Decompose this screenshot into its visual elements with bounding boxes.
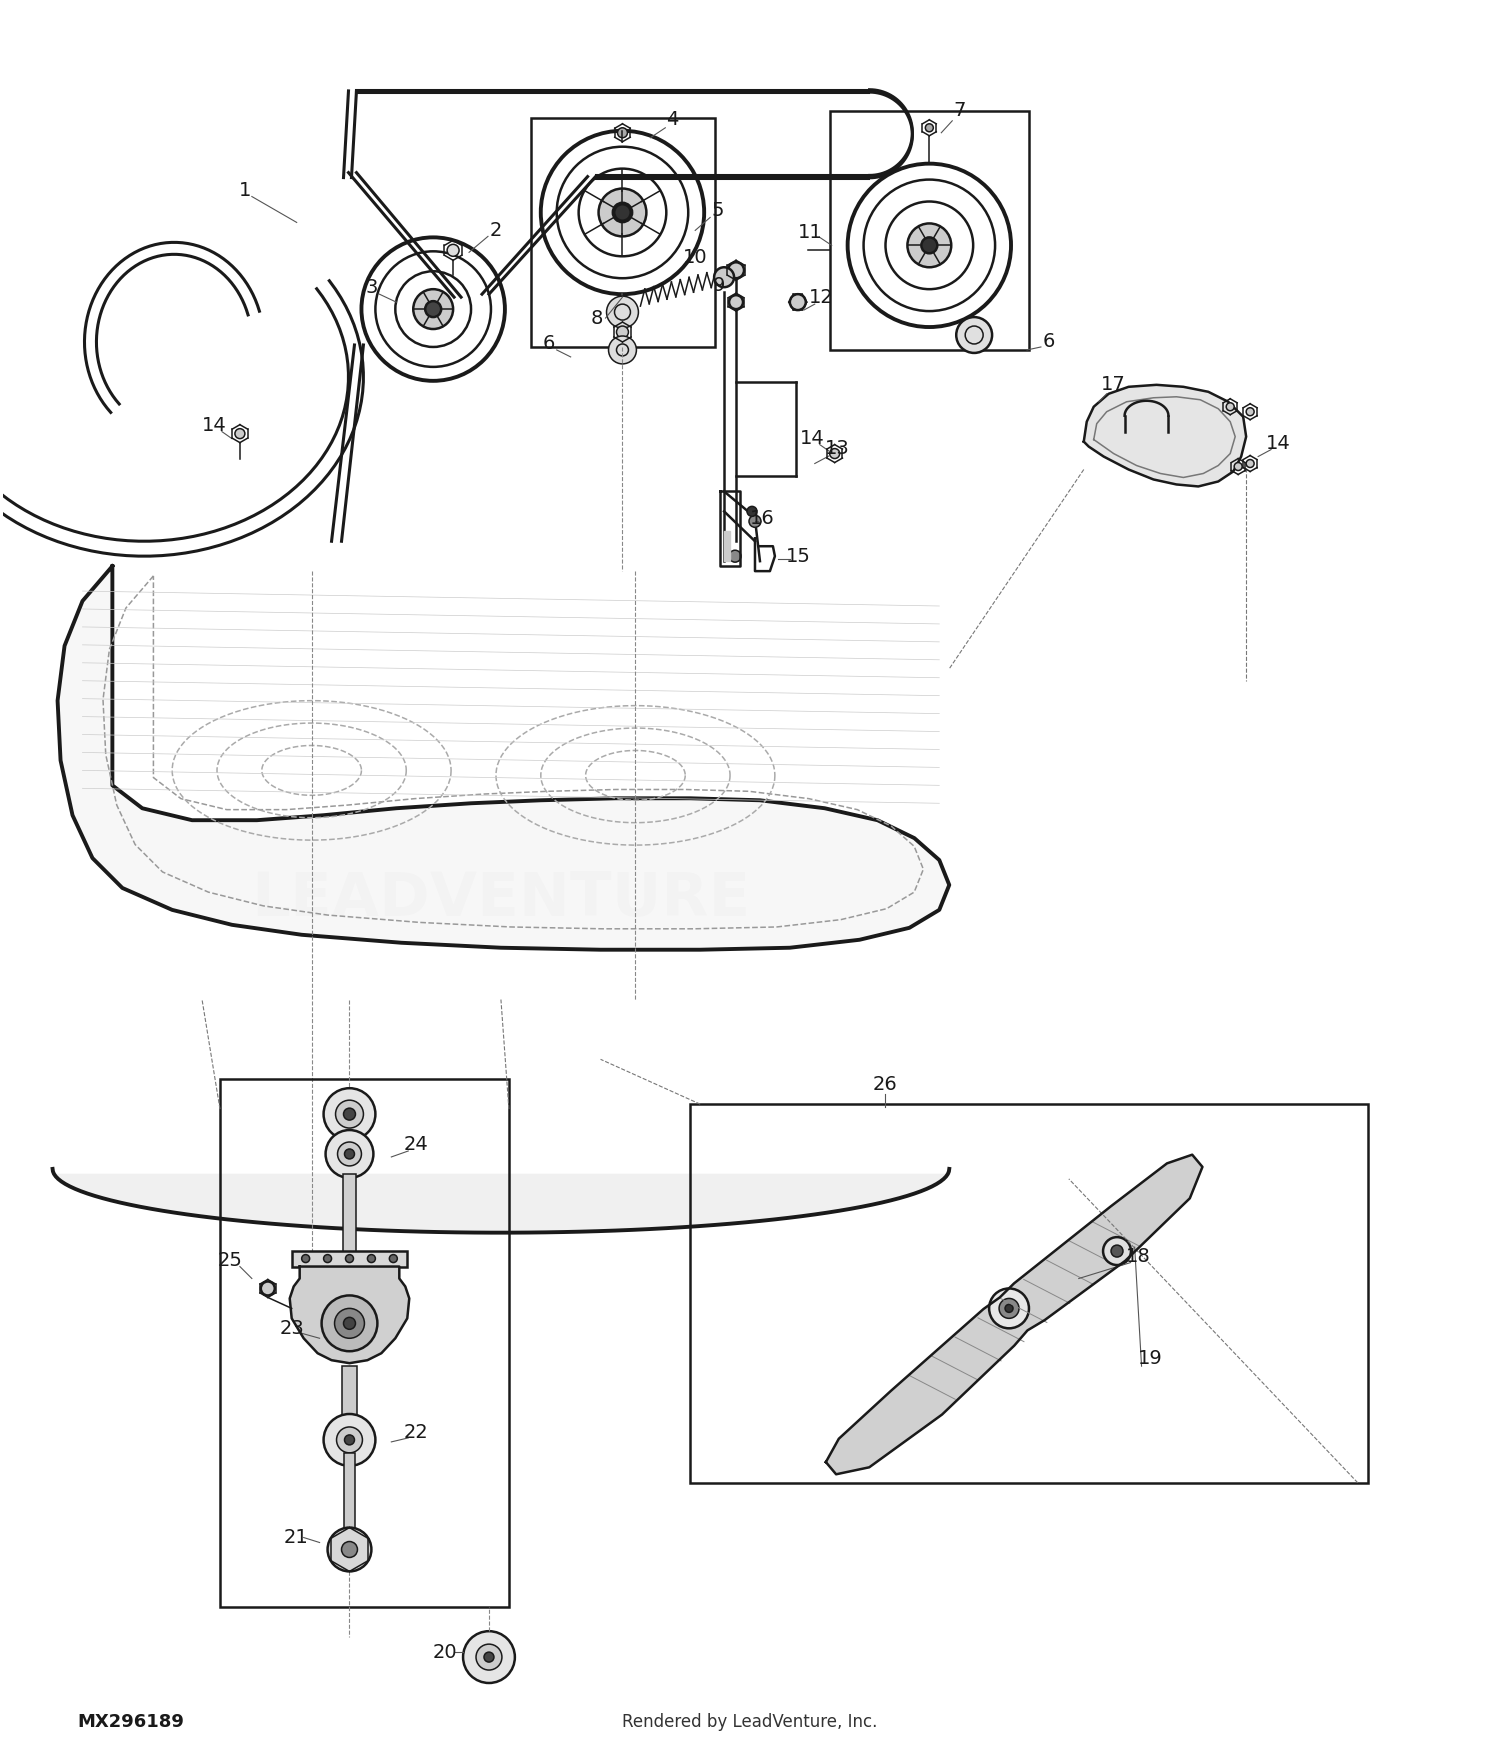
Circle shape	[236, 429, 244, 439]
Text: 11: 11	[798, 222, 822, 242]
Circle shape	[988, 1288, 1029, 1328]
Circle shape	[484, 1652, 494, 1662]
Text: 25: 25	[217, 1251, 243, 1270]
Circle shape	[606, 296, 639, 327]
Bar	[220, 1080, 509, 1606]
Circle shape	[324, 1088, 375, 1139]
Circle shape	[908, 224, 951, 268]
Circle shape	[1246, 408, 1254, 416]
Circle shape	[324, 1255, 332, 1262]
Circle shape	[338, 1143, 362, 1166]
Text: 23: 23	[279, 1320, 304, 1337]
Circle shape	[261, 1281, 274, 1295]
Polygon shape	[1084, 385, 1246, 487]
Bar	[830, 110, 1029, 350]
Text: 7: 7	[952, 102, 966, 121]
Text: 6: 6	[543, 334, 555, 354]
Bar	[342, 1174, 357, 1253]
Circle shape	[729, 296, 742, 310]
Text: 1: 1	[238, 180, 250, 200]
Circle shape	[344, 1318, 355, 1330]
Circle shape	[1112, 1244, 1124, 1256]
Text: 2: 2	[490, 220, 502, 240]
Circle shape	[327, 1528, 372, 1572]
Circle shape	[302, 1255, 309, 1262]
Circle shape	[614, 203, 632, 222]
Circle shape	[368, 1255, 375, 1262]
Circle shape	[609, 336, 636, 364]
Text: 13: 13	[825, 439, 850, 458]
Text: 15: 15	[786, 546, 810, 565]
Circle shape	[1246, 460, 1254, 467]
Circle shape	[424, 301, 441, 317]
Circle shape	[342, 1542, 357, 1558]
Polygon shape	[290, 1267, 410, 1363]
Circle shape	[926, 124, 933, 131]
Bar	[291, 1251, 408, 1267]
Circle shape	[345, 1150, 354, 1158]
Circle shape	[598, 189, 646, 236]
Circle shape	[390, 1255, 398, 1262]
Text: 22: 22	[404, 1423, 429, 1442]
Circle shape	[324, 1414, 375, 1466]
Circle shape	[714, 268, 734, 287]
Circle shape	[790, 294, 806, 310]
Circle shape	[921, 238, 938, 254]
Text: 17: 17	[1101, 374, 1126, 394]
Text: 14: 14	[1266, 434, 1290, 453]
Bar	[531, 117, 716, 346]
Text: MX296189: MX296189	[78, 1713, 184, 1731]
Text: 6: 6	[1042, 332, 1054, 352]
Text: 16: 16	[750, 509, 774, 528]
Circle shape	[748, 514, 760, 527]
Text: 26: 26	[871, 1074, 897, 1094]
Text: 3: 3	[364, 278, 378, 298]
Circle shape	[464, 1631, 514, 1683]
Text: Rendered by LeadVenture, Inc.: Rendered by LeadVenture, Inc.	[622, 1713, 878, 1731]
Text: 14: 14	[800, 429, 824, 448]
Text: 18: 18	[1126, 1248, 1150, 1265]
Circle shape	[476, 1645, 502, 1670]
Circle shape	[1234, 462, 1242, 471]
Text: 5: 5	[712, 201, 724, 220]
Circle shape	[334, 1309, 364, 1339]
Text: 4: 4	[666, 110, 678, 130]
Circle shape	[618, 128, 627, 138]
Circle shape	[728, 262, 744, 278]
Bar	[690, 1104, 1368, 1482]
Polygon shape	[724, 532, 730, 562]
Circle shape	[336, 1426, 363, 1452]
Circle shape	[447, 245, 459, 256]
Circle shape	[345, 1255, 354, 1262]
Circle shape	[830, 448, 840, 458]
Text: 14: 14	[201, 416, 226, 436]
Text: 12: 12	[810, 287, 834, 306]
Text: LEADVENTURE: LEADVENTURE	[252, 870, 750, 929]
Circle shape	[414, 289, 453, 329]
Text: 21: 21	[284, 1528, 308, 1547]
Circle shape	[747, 506, 758, 516]
Polygon shape	[57, 567, 950, 950]
Circle shape	[321, 1295, 378, 1351]
Bar	[344, 1452, 355, 1542]
Circle shape	[999, 1298, 1018, 1318]
Circle shape	[336, 1101, 363, 1129]
Circle shape	[1226, 402, 1234, 411]
Text: 10: 10	[682, 248, 708, 266]
Text: 24: 24	[404, 1134, 429, 1153]
Text: 9: 9	[712, 276, 726, 294]
Text: 20: 20	[433, 1643, 457, 1661]
Text: 19: 19	[1138, 1349, 1162, 1368]
Circle shape	[1102, 1237, 1131, 1265]
Circle shape	[616, 326, 628, 338]
Bar	[342, 1367, 357, 1437]
Circle shape	[344, 1108, 355, 1120]
Circle shape	[1005, 1304, 1013, 1312]
Circle shape	[729, 550, 741, 562]
Circle shape	[345, 1435, 354, 1446]
Polygon shape	[827, 1155, 1203, 1474]
Circle shape	[956, 317, 992, 354]
Text: 8: 8	[591, 308, 603, 327]
Circle shape	[326, 1130, 374, 1178]
